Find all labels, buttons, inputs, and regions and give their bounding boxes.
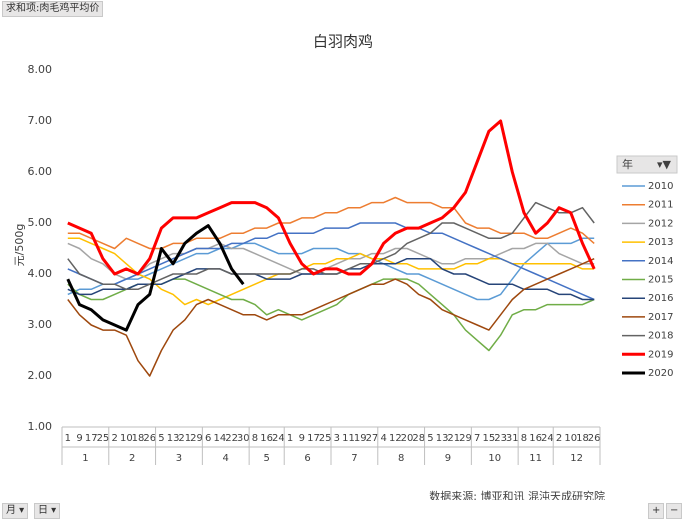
y-tick-label: 3.00 <box>28 318 53 331</box>
x-group-label: 5 <box>263 453 269 464</box>
legend-label: 2019 <box>648 349 673 360</box>
x-tick-label: 12 <box>389 433 402 444</box>
x-tick-label: 28 <box>412 433 425 444</box>
x-tick-label: 21 <box>178 433 191 444</box>
x-tick-label: 13 <box>167 433 180 444</box>
x-tick-label: 23 <box>494 433 507 444</box>
x-group-label: 12 <box>570 453 583 464</box>
y-tick-label: 7.00 <box>28 114 53 127</box>
x-tick-label: 1 <box>65 433 71 444</box>
source-note: 数据来源: 博亚和讯 混沌天成研究院 <box>429 489 605 500</box>
x-group-label: 9 <box>445 453 451 464</box>
x-tick-label: 20 <box>401 433 414 444</box>
x-tick-label: 14 <box>214 433 227 444</box>
x-group-label: 11 <box>529 453 542 464</box>
x-tick-label: 26 <box>588 433 601 444</box>
zoom-in[interactable]: + <box>648 503 665 519</box>
x-tick-label: 5 <box>427 433 433 444</box>
legend-label: 2020 <box>648 368 673 379</box>
x-tick-label: 9 <box>76 433 82 444</box>
x-tick-label: 2 <box>111 433 117 444</box>
x-tick-label: 22 <box>225 433 238 444</box>
x-tick-label: 25 <box>97 433 110 444</box>
chart-title: 白羽肉鸡 <box>313 33 373 51</box>
legend-header[interactable] <box>616 155 678 174</box>
x-group-label: 1 <box>82 453 88 464</box>
y-tick-label: 8.00 <box>28 63 53 76</box>
x-group-label: 2 <box>129 453 135 464</box>
x-tick-label: 30 <box>237 433 250 444</box>
x-group-label: 10 <box>488 453 501 464</box>
y-tick-label: 6.00 <box>28 165 53 178</box>
row-field-day[interactable]: 日 ▾ <box>34 503 61 519</box>
x-tick-label: 9 <box>299 433 305 444</box>
series-line <box>66 224 245 332</box>
x-tick-label: 8 <box>252 433 258 444</box>
legend-label: 2018 <box>648 331 673 342</box>
field-button[interactable]: 求和项:肉毛鸡平均价 <box>2 1 104 17</box>
x-group-label: 6 <box>304 453 310 464</box>
chart: 白羽肉鸡 元/500g 数据来源: 博亚和讯 混沌天成研究院 年 ▾▼ 1.00… <box>13 33 678 500</box>
x-tick-label: 16 <box>260 433 273 444</box>
x-group-label: 8 <box>398 453 404 464</box>
x-tick-label: 17 <box>307 433 320 444</box>
x-group-label: 3 <box>176 453 182 464</box>
x-tick-label: 11 <box>342 433 355 444</box>
x-tick-label: 6 <box>205 433 211 444</box>
x-tick-label: 29 <box>459 433 472 444</box>
legend-label: 2011 <box>648 200 673 211</box>
zoom-out[interactable]: − <box>666 503 683 519</box>
x-tick-label: 17 <box>85 433 98 444</box>
series-line <box>67 201 595 291</box>
x-tick-label: 13 <box>436 433 449 444</box>
legend-title: 年 <box>622 157 633 171</box>
x-tick-label: 18 <box>576 433 589 444</box>
x-tick-label: 4 <box>380 433 386 444</box>
x-tick-label: 19 <box>354 433 367 444</box>
x-tick-label: 10 <box>120 433 133 444</box>
legend-label: 2017 <box>648 312 673 323</box>
y-tick-label: 2.00 <box>28 369 53 382</box>
legend-label: 2013 <box>648 237 673 248</box>
series-line <box>67 278 595 352</box>
field-label: 月 <box>6 505 16 516</box>
legend-label: 2014 <box>648 256 673 267</box>
x-tick-label: 27 <box>366 433 379 444</box>
filter-icon: ▾▼ <box>657 158 672 171</box>
x-tick-label: 26 <box>143 433 156 444</box>
x-group-label: 7 <box>351 453 357 464</box>
x-tick-label: 1 <box>287 433 293 444</box>
legend-label: 2012 <box>648 218 673 229</box>
y-tick-label: 1.00 <box>28 420 53 433</box>
x-tick-label: 5 <box>158 433 164 444</box>
x-tick-label: 25 <box>319 433 332 444</box>
x-tick-label: 24 <box>541 433 554 444</box>
x-tick-label: 8 <box>521 433 527 444</box>
x-tick-label: 24 <box>272 433 285 444</box>
x-tick-label: 29 <box>190 433 203 444</box>
series-line <box>67 196 595 250</box>
x-tick-label: 21 <box>447 433 460 444</box>
legend-label: 2010 <box>648 181 673 192</box>
series-line <box>67 119 596 276</box>
series-line <box>67 258 595 377</box>
y-axis-label: 元/500g <box>13 224 26 267</box>
x-tick-label: 7 <box>474 433 480 444</box>
x-tick-label: 2 <box>556 433 562 444</box>
x-tick-label: 15 <box>483 433 496 444</box>
x-tick-label: 3 <box>334 433 340 444</box>
field-label: 日 <box>38 505 48 516</box>
x-tick-label: 10 <box>564 433 577 444</box>
y-tick-label: 4.00 <box>28 267 53 280</box>
row-field-month[interactable]: 月 ▾ <box>2 503 29 519</box>
x-group-label: 4 <box>223 453 229 464</box>
x-tick-label: 31 <box>506 433 519 444</box>
legend-label: 2015 <box>648 275 673 286</box>
legend-label: 2016 <box>648 293 673 304</box>
y-tick-label: 5.00 <box>28 216 53 229</box>
x-tick-label: 16 <box>529 433 542 444</box>
series-line <box>67 242 595 280</box>
x-tick-label: 18 <box>132 433 145 444</box>
